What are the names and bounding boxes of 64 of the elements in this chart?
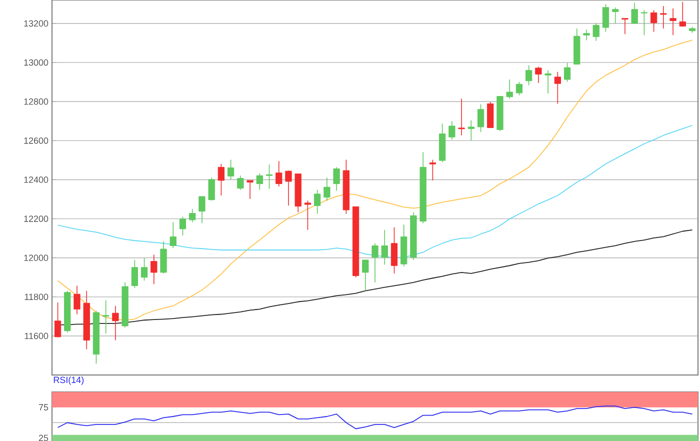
candlestick xyxy=(468,120,474,141)
candlestick xyxy=(170,222,176,248)
candlestick xyxy=(333,166,340,192)
candlestick xyxy=(131,260,138,288)
candlestick xyxy=(564,62,571,82)
candlestick xyxy=(54,302,62,338)
chart-title: RSI(14) xyxy=(54,376,84,385)
candlestick xyxy=(670,8,676,36)
y-tick-label: 13000 xyxy=(24,59,48,66)
candlestick xyxy=(535,66,542,84)
candlestick xyxy=(372,242,378,283)
candlestick xyxy=(640,10,648,36)
candlestick xyxy=(179,216,186,236)
candlestick xyxy=(525,64,532,86)
candlestick xyxy=(554,71,561,104)
candlestick xyxy=(631,2,638,24)
candlestick xyxy=(660,6,667,29)
y-tick-label: 13200 xyxy=(24,20,48,27)
candlestick xyxy=(266,164,273,190)
candlestick xyxy=(602,4,610,32)
candlestick xyxy=(390,226,398,274)
y-tick-label: 12800 xyxy=(24,98,48,105)
candlestick xyxy=(679,2,686,28)
candlestick xyxy=(285,170,292,206)
candlestick xyxy=(381,229,388,266)
candlestick xyxy=(506,79,513,100)
candlestick xyxy=(477,104,484,132)
candlestick xyxy=(140,258,148,282)
candlestick xyxy=(429,159,436,181)
y-tick-label: 11800 xyxy=(24,294,48,300)
candlestick xyxy=(246,180,254,200)
candlestick xyxy=(189,208,196,223)
candlestick xyxy=(227,159,234,180)
y-tick-label: 12600 xyxy=(24,137,48,144)
candlestick xyxy=(304,200,312,230)
candlestick xyxy=(198,196,206,224)
candlestick xyxy=(362,260,369,292)
candlestick xyxy=(74,285,80,315)
candlestick xyxy=(622,18,628,35)
y-tick-label: 11600 xyxy=(24,332,48,340)
candlestick xyxy=(458,98,465,136)
candlestick xyxy=(544,70,552,94)
candlestick xyxy=(112,305,119,341)
y-tick-label: 25 xyxy=(38,434,48,441)
candlestick xyxy=(314,189,321,214)
candlestick xyxy=(102,300,110,334)
y-tick-label: 12200 xyxy=(24,216,48,222)
candlestick xyxy=(208,177,215,201)
candlestick xyxy=(448,120,456,140)
y-tick-label: 75 xyxy=(38,404,48,410)
candlestick xyxy=(150,254,158,285)
candlestick xyxy=(276,160,282,187)
candlestick xyxy=(256,172,263,190)
candlestick xyxy=(583,29,590,41)
candlestick xyxy=(516,81,523,96)
y-tick-label: 12400 xyxy=(24,176,48,183)
candlestick xyxy=(237,175,244,190)
candlestick xyxy=(612,7,619,24)
candlestick xyxy=(592,23,600,42)
y-tick-label: 12000 xyxy=(24,254,48,261)
candlestick xyxy=(218,163,225,196)
candlestick xyxy=(160,241,167,274)
candlestick xyxy=(650,10,658,32)
candlestick xyxy=(324,177,330,201)
